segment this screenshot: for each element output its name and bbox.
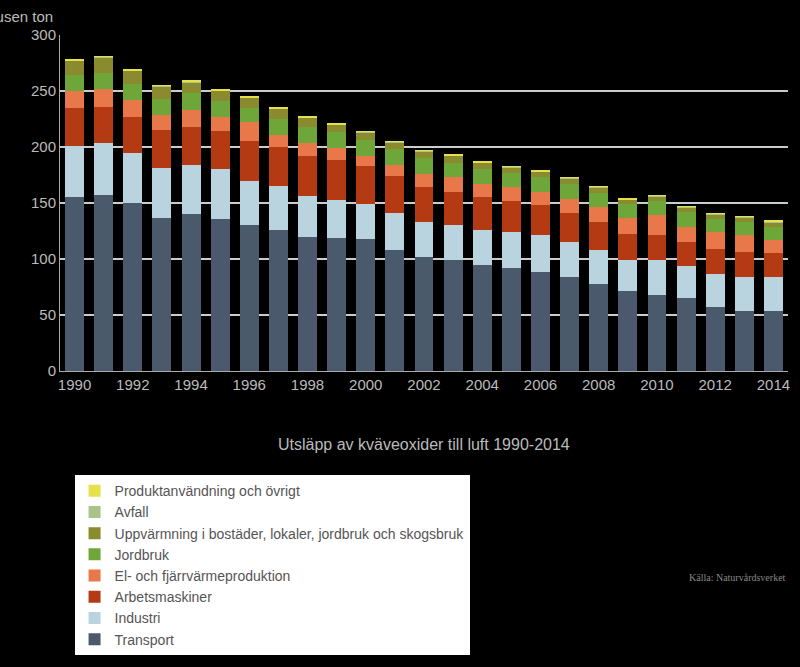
svg-text:150: 150 xyxy=(31,194,56,211)
svg-text:2004: 2004 xyxy=(466,376,499,393)
svg-text:2008: 2008 xyxy=(582,376,615,393)
svg-text:2012: 2012 xyxy=(699,376,732,393)
svg-text:1992: 1992 xyxy=(116,376,149,393)
svg-text:Arbetsmaskiner: Arbetsmaskiner xyxy=(115,589,213,605)
svg-text:1998: 1998 xyxy=(291,376,324,393)
svg-text:50: 50 xyxy=(39,306,56,323)
svg-text:2002: 2002 xyxy=(407,376,440,393)
svg-text:2014: 2014 xyxy=(757,376,790,393)
svg-text:Uppvärmning i bostäder, lokale: Uppvärmning i bostäder, lokaler, jordbru… xyxy=(115,526,465,542)
svg-text:Tusen ton: Tusen ton xyxy=(0,8,53,25)
svg-text:Industri: Industri xyxy=(115,610,161,626)
svg-text:El- och fjärrvärmeproduktion: El- och fjärrvärmeproduktion xyxy=(115,568,291,584)
svg-text:300: 300 xyxy=(31,26,56,43)
svg-text:2006: 2006 xyxy=(524,376,557,393)
svg-text:1996: 1996 xyxy=(233,376,266,393)
svg-text:Utsläpp av kväveoxider till lu: Utsläpp av kväveoxider till luft 1990-20… xyxy=(278,436,570,453)
svg-text:Källa: Naturvårdsverket: Källa: Naturvårdsverket xyxy=(689,572,786,583)
svg-text:200: 200 xyxy=(31,138,56,155)
svg-text:1990: 1990 xyxy=(58,376,91,393)
svg-text:250: 250 xyxy=(31,82,56,99)
svg-text:0: 0 xyxy=(48,362,56,379)
svg-text:1994: 1994 xyxy=(174,376,207,393)
svg-text:Produktanvändning och övrigt: Produktanvändning och övrigt xyxy=(115,483,300,499)
svg-text:2000: 2000 xyxy=(349,376,382,393)
svg-text:2010: 2010 xyxy=(640,376,673,393)
svg-text:100: 100 xyxy=(31,250,56,267)
svg-text:Avfall: Avfall xyxy=(115,504,149,520)
svg-text:Jordbruk: Jordbruk xyxy=(115,547,170,563)
svg-text:Transport: Transport xyxy=(115,632,175,648)
